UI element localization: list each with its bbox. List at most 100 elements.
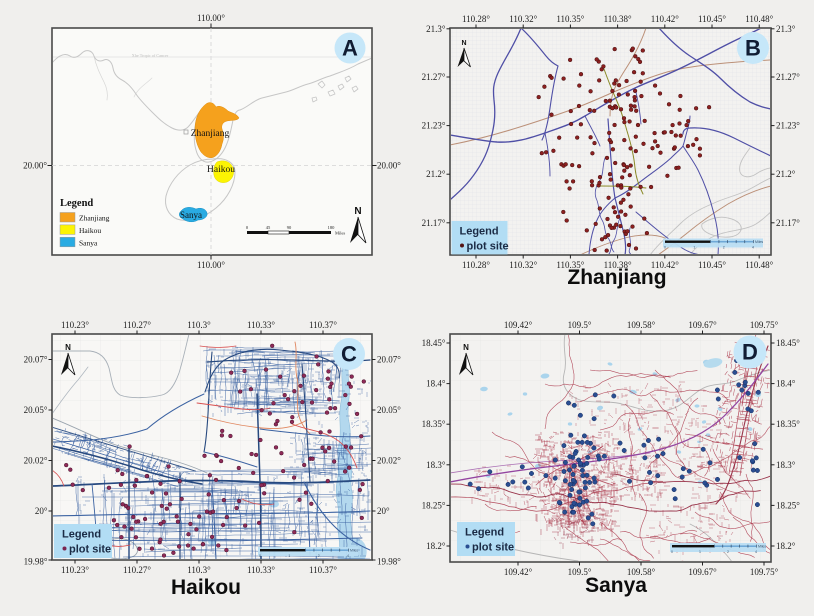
svg-text:109.5°: 109.5° — [568, 567, 592, 577]
svg-text:110.3°: 110.3° — [187, 320, 211, 330]
svg-text:B: B — [745, 36, 761, 61]
svg-text:2: 2 — [727, 550, 729, 554]
svg-text:110.00°: 110.00° — [197, 260, 225, 270]
svg-text:110.28°: 110.28° — [462, 14, 490, 24]
svg-text:21.23°: 21.23° — [422, 121, 446, 131]
svg-text:110.23°: 110.23° — [61, 565, 89, 575]
svg-text:1: 1 — [288, 554, 290, 558]
svg-text:110.42°: 110.42° — [651, 260, 679, 270]
svg-text:Legend: Legend — [62, 529, 101, 541]
svg-text:1: 1 — [693, 246, 695, 250]
svg-text:21.3°: 21.3° — [776, 24, 796, 34]
svg-text:18.45°: 18.45° — [422, 338, 446, 348]
svg-text:18.35°: 18.35° — [422, 419, 446, 429]
svg-text:110.48°: 110.48° — [745, 14, 773, 24]
svg-text:Sanya: Sanya — [79, 238, 98, 247]
svg-text:18.4°: 18.4° — [426, 379, 446, 389]
svg-text:20.05°: 20.05° — [24, 405, 48, 415]
svg-text:2: 2 — [318, 554, 320, 558]
svg-text:20.00°: 20.00° — [23, 161, 47, 171]
svg-text:21.17°: 21.17° — [776, 218, 800, 228]
svg-text:Miles: Miles — [755, 240, 763, 244]
svg-text:4: 4 — [347, 554, 349, 558]
svg-text:20.07°: 20.07° — [24, 355, 48, 365]
svg-text:A: A — [342, 36, 358, 61]
svg-text:109.42°: 109.42° — [504, 567, 533, 577]
svg-text:110.32°: 110.32° — [509, 14, 537, 24]
svg-text:21.2°: 21.2° — [426, 169, 446, 179]
svg-text:180: 180 — [328, 225, 336, 230]
svg-text:N: N — [65, 343, 71, 352]
svg-text:N: N — [461, 40, 466, 47]
svg-text:110.38°: 110.38° — [604, 260, 632, 270]
svg-text:plot site: plot site — [467, 241, 509, 253]
svg-text:110.38°: 110.38° — [604, 14, 632, 24]
svg-text:N: N — [354, 206, 361, 217]
svg-text:19.98°: 19.98° — [24, 557, 48, 567]
svg-text:18.4°: 18.4° — [776, 379, 796, 389]
svg-text:18.35°: 18.35° — [776, 419, 800, 429]
svg-text:Miles: Miles — [350, 549, 358, 553]
svg-text:110.00°: 110.00° — [197, 13, 225, 23]
svg-text:109.58°: 109.58° — [627, 567, 656, 577]
svg-text:Legend: Legend — [460, 226, 499, 238]
svg-text:20.02°: 20.02° — [24, 456, 48, 466]
svg-text:18.25°: 18.25° — [422, 500, 446, 510]
svg-text:Zhanjiang: Zhanjiang — [191, 129, 230, 139]
svg-text:110.23°: 110.23° — [61, 320, 89, 330]
svg-text:19.98°: 19.98° — [377, 557, 401, 567]
svg-text:18.2°: 18.2° — [776, 541, 796, 551]
svg-text:Zhanjiang: Zhanjiang — [79, 214, 110, 223]
svg-text:Sanya: Sanya — [180, 210, 202, 220]
svg-text:18.3°: 18.3° — [426, 460, 446, 470]
svg-text:110.3°: 110.3° — [187, 565, 211, 575]
svg-text:110.45°: 110.45° — [698, 14, 726, 24]
svg-text:110.27°: 110.27° — [123, 320, 151, 330]
svg-text:20.07°: 20.07° — [377, 355, 401, 365]
svg-text:0: 0 — [259, 554, 261, 558]
svg-text:109.75°: 109.75° — [750, 320, 779, 330]
svg-text:110.48°: 110.48° — [745, 260, 773, 270]
svg-text:20.05°: 20.05° — [377, 405, 401, 415]
svg-text:0: 0 — [664, 246, 666, 250]
svg-text:110.37°: 110.37° — [309, 320, 337, 330]
svg-text:0: 0 — [671, 550, 673, 554]
svg-text:18.3°: 18.3° — [776, 460, 796, 470]
svg-text:110.45°: 110.45° — [698, 260, 726, 270]
svg-text:1: 1 — [699, 550, 701, 554]
svg-text:21.2°: 21.2° — [776, 169, 796, 179]
svg-text:110.33°: 110.33° — [247, 320, 275, 330]
svg-text:109.42°: 109.42° — [504, 320, 533, 330]
svg-text:Legend: Legend — [465, 527, 504, 539]
svg-text:4: 4 — [755, 550, 757, 554]
svg-text:N: N — [463, 343, 469, 352]
svg-text:Miles: Miles — [758, 545, 766, 549]
svg-text:Xhe Tropic of Cancer: Xhe Tropic of Cancer — [132, 53, 169, 58]
svg-text:Zhanjiang: Zhanjiang — [567, 266, 666, 289]
svg-text:109.58°: 109.58° — [627, 320, 656, 330]
svg-text:C: C — [341, 342, 357, 367]
svg-text:21.23°: 21.23° — [776, 121, 800, 131]
svg-text:18.25°: 18.25° — [776, 500, 800, 510]
svg-text:20°: 20° — [35, 506, 48, 516]
svg-text:109.67°: 109.67° — [688, 320, 717, 330]
svg-text:Haikou: Haikou — [207, 165, 235, 175]
svg-text:2: 2 — [723, 246, 725, 250]
svg-text:Haikou: Haikou — [171, 576, 241, 599]
svg-text:110.35°: 110.35° — [556, 14, 584, 24]
svg-text:20.02°: 20.02° — [377, 456, 401, 466]
svg-text:45: 45 — [266, 225, 271, 230]
svg-text:110.42°: 110.42° — [651, 14, 679, 24]
svg-text:110.37°: 110.37° — [309, 565, 337, 575]
svg-text:21.27°: 21.27° — [422, 72, 446, 82]
svg-text:109.5°: 109.5° — [568, 320, 592, 330]
svg-text:Miles: Miles — [335, 231, 345, 236]
svg-text:18.2°: 18.2° — [426, 541, 446, 551]
svg-text:109.75°: 109.75° — [750, 567, 779, 577]
svg-text:Sanya: Sanya — [585, 574, 647, 597]
svg-text:18.45°: 18.45° — [776, 338, 800, 348]
svg-text:20.00°: 20.00° — [377, 161, 401, 171]
svg-text:110.27°: 110.27° — [123, 565, 151, 575]
svg-text:Haikou: Haikou — [79, 226, 101, 235]
svg-text:D: D — [742, 340, 758, 365]
